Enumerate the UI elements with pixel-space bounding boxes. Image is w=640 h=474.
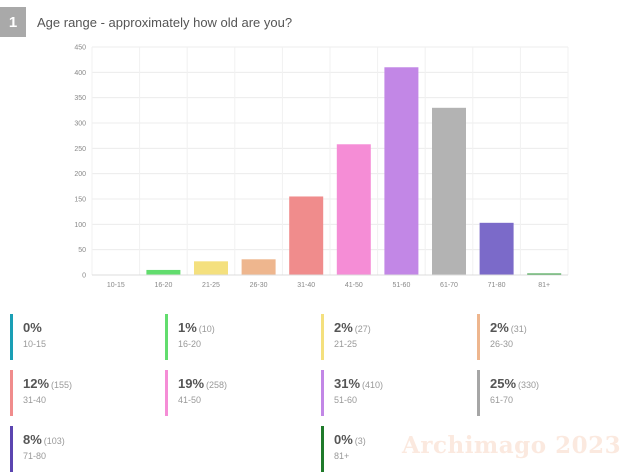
bar-61-70[interactable] (432, 107, 466, 275)
x-tick-label: 31-40 (297, 282, 315, 289)
stat-count: (10) (198, 324, 215, 334)
stat-label: 31-40 (23, 395, 47, 405)
stat-color-bar (10, 370, 13, 416)
x-tick-label: 41-50 (345, 282, 363, 289)
bar-31-40[interactable] (289, 196, 324, 275)
stat-percent: 0% (3) (334, 432, 366, 447)
stat-label: 26-30 (490, 339, 514, 349)
stat-percent: 12% (155) (23, 376, 73, 391)
bar-16-20[interactable] (146, 269, 181, 275)
x-tick-label: 51-60 (392, 282, 410, 289)
stat-label: 51-60 (334, 395, 358, 405)
stat-card-81+: 0% (3) 81+ (321, 426, 461, 472)
stat-count: (410) (362, 380, 384, 390)
bar-41-50[interactable] (336, 144, 371, 275)
stat-label: 41-50 (178, 395, 202, 405)
bar-71-80[interactable] (479, 222, 514, 275)
stat-card-61-70: 25% (330) 61-70 (477, 370, 617, 416)
stat-label: 61-70 (490, 395, 514, 405)
y-tick-label: 0 (82, 273, 86, 280)
stat-card-10-15: 0% 10-15 (10, 314, 150, 360)
stat-color-bar (10, 426, 13, 472)
stat-count: (27) (354, 324, 371, 334)
stat-card-16-20: 1% (10) 16-20 (165, 314, 305, 360)
stat-card-26-30: 2% (31) 26-30 (477, 314, 617, 360)
stat-count: (31) (510, 324, 527, 334)
bar-81+[interactable] (527, 273, 562, 275)
stat-card-41-50: 19% (258) 41-50 (165, 370, 305, 416)
stat-label: 21-25 (334, 339, 358, 349)
question-number-badge: 1 (0, 7, 26, 37)
x-tick-label: 26-30 (250, 282, 268, 289)
y-tick-label: 200 (74, 171, 86, 178)
y-tick-label: 100 (74, 222, 86, 229)
stat-label: 16-20 (178, 339, 202, 349)
x-tick-label: 16-20 (154, 282, 172, 289)
stat-label: 71-80 (23, 451, 47, 461)
bar-21-25[interactable] (194, 261, 228, 275)
stat-card-21-25: 2% (27) 21-25 (321, 314, 461, 360)
stat-percent: 8% (103) (23, 432, 65, 447)
stat-color-bar (165, 370, 168, 416)
stat-label: 81+ (334, 451, 350, 461)
stat-color-bar (321, 314, 324, 360)
x-tick-label: 10-15 (107, 282, 125, 289)
stat-count: (103) (43, 436, 65, 446)
x-tick-label: 81+ (538, 282, 550, 289)
watermark: Archimago 2023 (402, 432, 622, 459)
stat-percent: 25% (330) (490, 376, 540, 391)
x-tick-label: 61-70 (440, 282, 458, 289)
question-title: Age range - approximately how old are yo… (37, 15, 293, 30)
stat-color-bar (321, 426, 324, 472)
stat-count: (258) (206, 380, 228, 390)
bar-51-60[interactable] (384, 67, 419, 276)
stat-percent: 31% (410) (334, 376, 384, 391)
bar-26-30[interactable] (241, 259, 276, 275)
y-tick-label: 50 (78, 247, 86, 254)
stat-percent: 19% (258) (178, 376, 228, 391)
stat-card-31-40: 12% (155) 31-40 (10, 370, 150, 416)
y-tick-label: 250 (74, 146, 86, 153)
stat-color-bar (165, 314, 168, 360)
stat-count: (330) (518, 380, 540, 390)
stat-card-71-80: 8% (103) 71-80 (10, 426, 150, 472)
stat-card-51-60: 31% (410) 51-60 (321, 370, 461, 416)
stat-label: 10-15 (23, 339, 47, 349)
y-tick-label: 150 (74, 197, 86, 204)
stat-percent: 2% (27) (334, 320, 371, 335)
bar-chart: 0 50 100 150 200 250 300 350 400 450 10-15 16-20 21-… (74, 45, 569, 289)
stat-count: (155) (51, 380, 73, 390)
stat-color-bar (477, 370, 480, 416)
y-tick-label: 300 (74, 121, 86, 128)
y-tick-label: 350 (74, 95, 86, 102)
stat-count: (3) (354, 436, 366, 446)
stat-percent: 2% (31) (490, 320, 527, 335)
y-tick-label: 400 (74, 70, 86, 77)
stat-color-bar (321, 370, 324, 416)
y-tick-label: 450 (74, 45, 86, 52)
stat-color-bar (10, 314, 13, 360)
stat-percent: 0% (23, 320, 42, 335)
x-tick-label: 21-25 (202, 282, 220, 289)
stat-percent: 1% (10) (178, 320, 215, 335)
stat-color-bar (477, 314, 480, 360)
x-tick-label: 71-80 (488, 282, 506, 289)
